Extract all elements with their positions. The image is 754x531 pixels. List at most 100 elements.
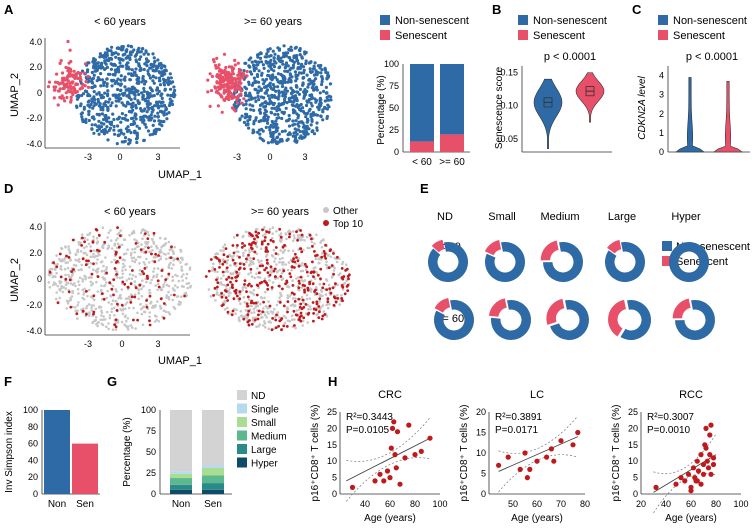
umap-point-top10 [322, 250, 326, 253]
umap-point-other [247, 234, 251, 238]
umap-point-nonsenescent [296, 116, 300, 120]
umap-point-other [77, 257, 81, 261]
umap-point-other [65, 299, 69, 303]
umap-point-other [172, 263, 175, 267]
umap-point-senescent [86, 85, 91, 89]
umap-point-other [340, 294, 343, 297]
scatter-h1-point [418, 448, 424, 454]
umap-point-nonsenescent [118, 61, 122, 65]
umap-point-nonsenescent [152, 63, 156, 67]
scatter-h1-ytick: 15 [327, 440, 337, 450]
umap-point-top10 [145, 274, 149, 278]
umap-point-other [263, 277, 267, 281]
umap-point-senescent [208, 104, 212, 108]
umap-point-nonsenescent [145, 110, 149, 114]
umap-point-other [325, 266, 329, 270]
umap-point-nonsenescent [323, 106, 328, 110]
bar-g-segment [170, 478, 192, 485]
umap-point-nonsenescent [142, 86, 146, 91]
umap-point-senescent [227, 85, 231, 89]
umap-point-other [241, 235, 244, 239]
umap-point-top10 [260, 242, 264, 246]
umap-point-nonsenescent [152, 119, 157, 123]
umap-point-top10 [222, 253, 226, 257]
umap-point-other [278, 257, 282, 261]
umap-point-other [338, 303, 342, 306]
umap-point-senescent [69, 69, 73, 73]
umap-point-top10 [94, 228, 98, 231]
umap-point-top10 [320, 317, 324, 321]
umap-point-other [65, 307, 68, 310]
umap-point-nonsenescent [146, 99, 150, 103]
umap-point-other [188, 268, 192, 271]
umap-point-other [255, 272, 258, 276]
scatter-h3-ytick: 20 [628, 423, 638, 433]
umap-point-other [286, 296, 290, 300]
umap-point-top10 [317, 305, 321, 308]
umap-point-other [72, 263, 76, 267]
umap-point-top10 [246, 284, 250, 287]
umap-point-nonsenescent [304, 59, 308, 63]
umap-point-nonsenescent [321, 110, 325, 114]
umap-point-nonsenescent [256, 74, 260, 79]
umap-point-other [222, 274, 225, 277]
umap-point-top10 [290, 291, 294, 295]
umap-point-nonsenescent [248, 65, 252, 69]
umap-point-other [76, 248, 80, 252]
umap-point-top10 [282, 269, 286, 273]
umap-point-nonsenescent [315, 126, 319, 130]
umap-point-other [237, 271, 241, 275]
bar-a-ytick: 100 [384, 59, 399, 69]
umap-point-nonsenescent [292, 111, 296, 115]
umap-point-nonsenescent [165, 112, 169, 116]
umap-point-nonsenescent [160, 96, 164, 100]
umap-point-top10 [207, 269, 211, 273]
umap-point-nonsenescent [134, 117, 138, 121]
scatter-h1-ytick: 20 [327, 423, 337, 433]
umap-point-other [127, 325, 130, 328]
umap-point-top10 [162, 316, 166, 320]
legend-swatch-single [237, 403, 247, 414]
umap-point-nonsenescent [114, 51, 118, 55]
umap-point-top10 [336, 297, 340, 300]
panel-a-legend: Non-senescent Senescent [380, 15, 469, 42]
umap-point-nonsenescent [124, 88, 128, 92]
umap-point-nonsenescent [246, 115, 250, 119]
umap-point-nonsenescent [106, 94, 110, 98]
umap-point-senescent [63, 99, 67, 103]
umap-point-nonsenescent [252, 122, 256, 126]
umap-point-top10 [264, 250, 268, 253]
umap-point-other [302, 301, 305, 304]
umap-point-other [303, 239, 306, 242]
umap-point-nonsenescent [106, 138, 110, 142]
umap-point-top10 [126, 285, 130, 289]
umap-point-nonsenescent [162, 78, 166, 82]
umap-point-top10 [295, 313, 299, 317]
umap-point-other [121, 272, 125, 276]
umap-point-nonsenescent [312, 73, 317, 77]
umap-point-top10 [306, 288, 310, 292]
umap-point-other [54, 282, 57, 286]
umap-point-nonsenescent [139, 118, 143, 122]
umap-point-other [186, 286, 189, 290]
umap-point-other [300, 286, 304, 289]
legend-swatch-medium [237, 430, 247, 441]
umap-point-nonsenescent [141, 74, 145, 79]
umap-point-nonsenescent [134, 103, 138, 107]
umap-point-other [83, 287, 86, 291]
umap-point-other [301, 319, 305, 323]
umap-point-other [138, 268, 142, 272]
umap-point-nonsenescent [166, 77, 170, 82]
umap-point-other [126, 328, 130, 331]
umap-point-other [153, 267, 156, 270]
umap-point-other [248, 290, 252, 294]
umap-point-top10 [292, 309, 296, 313]
umap-point-top10 [160, 269, 164, 272]
umap-point-other [261, 324, 265, 327]
umap-point-other [119, 297, 123, 300]
umap-point-other [74, 252, 77, 256]
umap-point-top10 [255, 293, 259, 297]
umap-point-nonsenescent [275, 141, 279, 146]
umap-point-other [281, 263, 284, 266]
umap-point-nonsenescent [93, 59, 97, 64]
